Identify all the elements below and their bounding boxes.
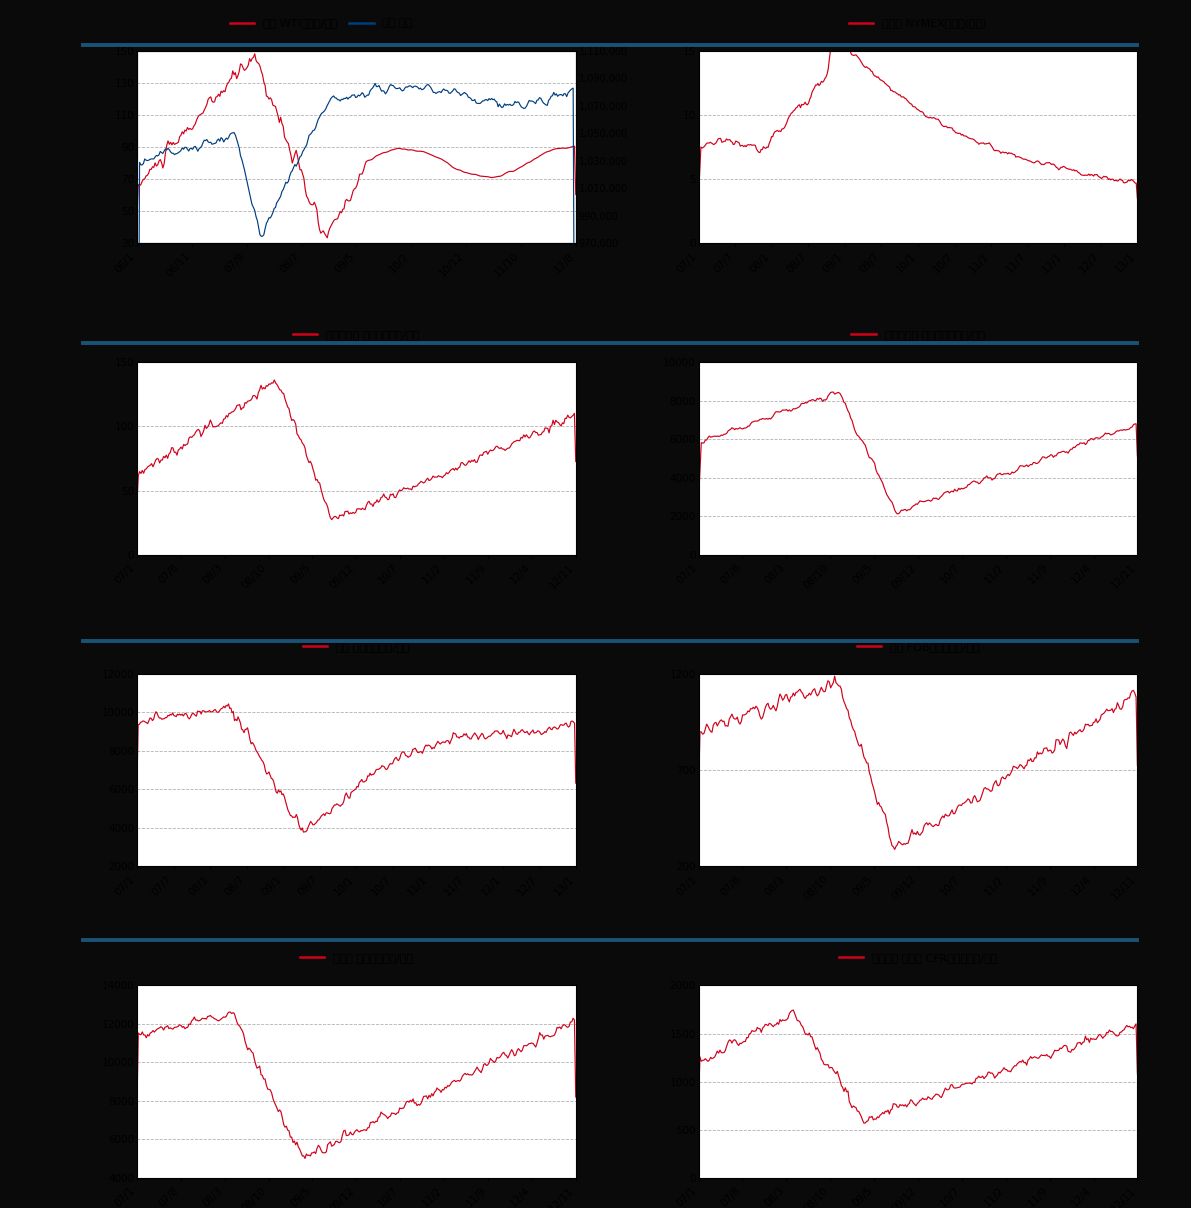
Legend: 国际石脑油 新加坡（美元/桶）: 国际石脑油 新加坡（美元/桶） xyxy=(288,325,424,344)
Legend: 苯乙烯 华东地区（元/吨）: 苯乙烯 华东地区（元/吨） xyxy=(295,948,418,968)
Legend: 纯苯 华东地区（元/吨）: 纯苯 华东地区（元/吨） xyxy=(299,637,414,656)
Legend: 天然气 NYMEX天然气(期货): 天然气 NYMEX天然气(期货) xyxy=(844,14,991,33)
Legend: 纯苯 FOB韩国（美元/吨）: 纯苯 FOB韩国（美元/吨） xyxy=(852,637,984,656)
Legend: 国内石脑油 中石化出厂（元/吨）: 国内石脑油 中石化出厂（元/吨） xyxy=(847,325,989,344)
Legend: 原油 WTI（美元/桶）, 石油 库存: 原油 WTI（美元/桶）, 石油 库存 xyxy=(225,14,417,33)
Legend: 百川资讯 苯乙烯 CFR华东（美元/吨）: 百川资讯 苯乙烯 CFR华东（美元/吨） xyxy=(834,948,1002,968)
